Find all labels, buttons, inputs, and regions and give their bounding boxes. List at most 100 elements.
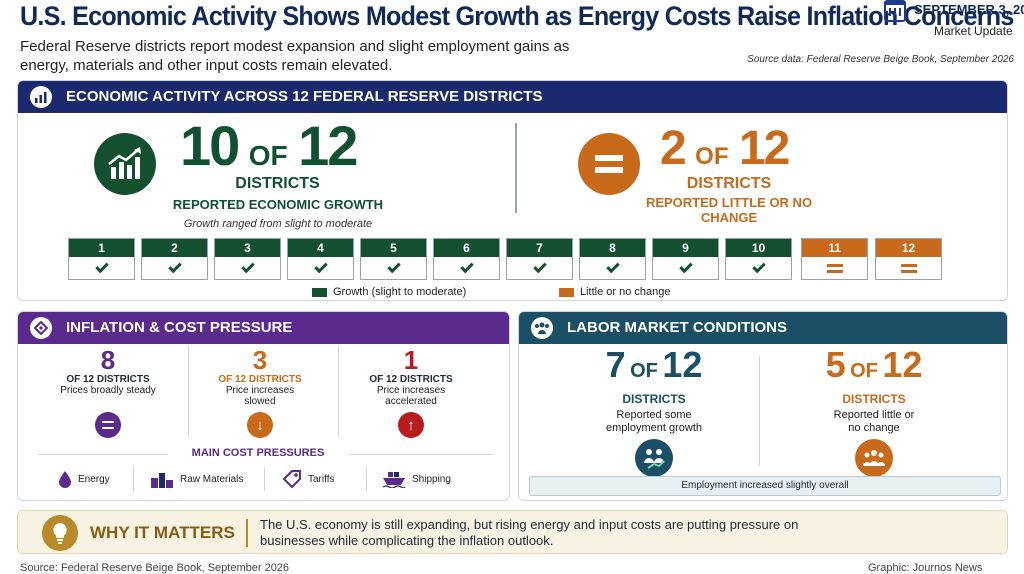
people-icon [531,317,553,339]
lightbulb-icon [42,515,78,551]
inflation-stat-number: 1 [403,345,419,375]
economic-activity-title: ECONOMIC ACTIVITY ACROSS 12 FEDERAL RESE… [66,88,543,105]
team-icon [855,439,893,477]
divider [264,467,265,491]
update-tag: Market Update [934,24,1013,38]
why-it-matters-panel: WHY IT MATTERS The U.S. economy is still… [17,510,1008,554]
calendar-icon [884,0,906,22]
check-icon [507,257,572,279]
inflation-stat-label: OF 12 DISTRICTS [369,374,453,385]
divider [366,467,367,491]
check-icon [142,257,207,279]
district-number: 8 [580,239,645,257]
district-5: 5 [360,238,427,280]
footer-source: Source: Federal Reserve Beige Book, Sept… [20,562,290,574]
source-note: Source data: Federal Reserve Beige Book,… [747,54,1014,65]
main-pressures-title: MAIN COST PRESSURES [168,447,348,459]
district-8: 8 [579,238,646,280]
district-7: 7 [506,238,573,280]
legend-growth-swatch [312,287,327,297]
date-block: SEPTEMBER 3, 2026 Market Update [884,0,1024,40]
divider [338,346,339,436]
district-number: 9 [653,239,718,257]
growth-count: 10 OF 12 [180,114,358,177]
why-heading: WHY IT MATTERS [90,523,235,542]
inflation-panel: INFLATION & COST PRESSURE 8 OF 12 DISTRI… [17,311,510,501]
nochange-count: 2 OF 12 [660,122,790,175]
divider [759,356,760,466]
ship-icon [382,472,406,488]
divider [133,467,134,491]
inflation-stat-text: Price increases slowed [225,385,295,407]
footer: Source: Federal Reserve Beige Book, Sept… [20,562,1010,574]
pressure-energy: Energy [58,470,110,488]
legend-nochange: Little or no change [559,286,671,298]
inflation-stat-number: 3 [252,345,268,375]
divider [188,346,189,436]
labor-stat-number: 7 [605,344,626,385]
pressure-shipping: Shipping [382,470,451,488]
labor-stat-total: 12 [882,344,923,385]
check-icon [69,257,134,279]
inflation-header: INFLATION & COST PRESSURE [18,312,509,344]
inflation-stat-label: OF 12 DISTRICTS [218,374,302,385]
labor-stat-of: OF [850,360,878,382]
pressure-label: Shipping [412,473,451,485]
divider [515,123,517,213]
tag-icon [282,470,301,488]
check-icon [288,257,353,279]
labor-stat-of: OF [630,360,658,382]
district-10: 10 [725,238,792,280]
labor-stat-nochange: 5 OF 12 DISTRICTS Reported little or no … [789,346,959,477]
district-number: 12 [876,239,941,257]
district-number: 2 [142,239,207,257]
equals-icon [95,412,121,438]
inflation-stat-number: 8 [100,345,116,375]
district-number: 1 [69,239,134,257]
district-4: 4 [287,238,354,280]
drop-icon [59,471,71,488]
pressure-raw-materials: Raw Materials [150,470,243,488]
growth-label: DISTRICTS [235,175,320,192]
labor-stat-number: 5 [825,344,846,385]
page-subtitle: Federal Reserve districts report modest … [20,38,570,74]
growth-chart-icon [94,133,156,195]
district-9: 9 [652,238,719,280]
team-growth-icon [635,439,673,477]
district-number: 7 [507,239,572,257]
pressure-label: Raw Materials [180,473,244,485]
district-6: 6 [433,238,500,280]
legend-nochange-swatch [559,287,574,297]
labor-stat-label: DISTRICTS [842,392,906,406]
check-icon [726,257,791,279]
growth-sublabel: REPORTED ECONOMIC GROWTH [172,197,384,212]
district-number: 10 [726,239,791,257]
legend-nochange-label: Little or no change [580,286,671,298]
labor-stat-text: Reported some employment growth [606,409,702,434]
legend-growth-label: Growth (slight to moderate) [333,286,467,298]
legend-growth: Growth (slight to moderate) [312,286,466,298]
equals-icon [802,257,867,279]
page-title: U.S. Economic Activity Shows Modest Grow… [20,1,1014,31]
employment-banner: Employment increased slightly overall [529,476,1001,496]
why-text: The U.S. economy is still expanding, but… [260,517,799,548]
nochange-label: DISTRICTS [686,175,772,192]
district-number: 4 [288,239,353,257]
inflation-stat-text: Price increases accelerated [376,385,446,407]
district-2: 2 [141,238,208,280]
nochange-sublabel: REPORTED LITTLE OR NO CHANGE [645,195,813,225]
labor-stat-growth: 7 OF 12 DISTRICTS Reported some employme… [569,346,739,477]
chart-icon [30,86,52,108]
inflation-title: INFLATION & COST PRESSURE [66,319,293,336]
inflation-stat-text: Prices broadly steady [60,385,156,396]
divider [246,519,248,547]
equals-icon [876,257,941,279]
economic-activity-panel: ECONOMIC ACTIVITY ACROSS 12 FEDERAL RESE… [17,80,1008,301]
pressure-label: Energy [78,473,110,485]
inflation-stat-accelerated: 1 OF 12 DISTRICTS Price increases accele… [341,346,481,438]
economic-activity-header: ECONOMIC ACTIVITY ACROSS 12 FEDERAL RESE… [18,81,1007,113]
labor-stat-total: 12 [662,344,703,385]
district-number: 6 [434,239,499,257]
growth-note: Growth ranged from slight to moderate [183,218,373,230]
materials-icon [151,473,173,488]
